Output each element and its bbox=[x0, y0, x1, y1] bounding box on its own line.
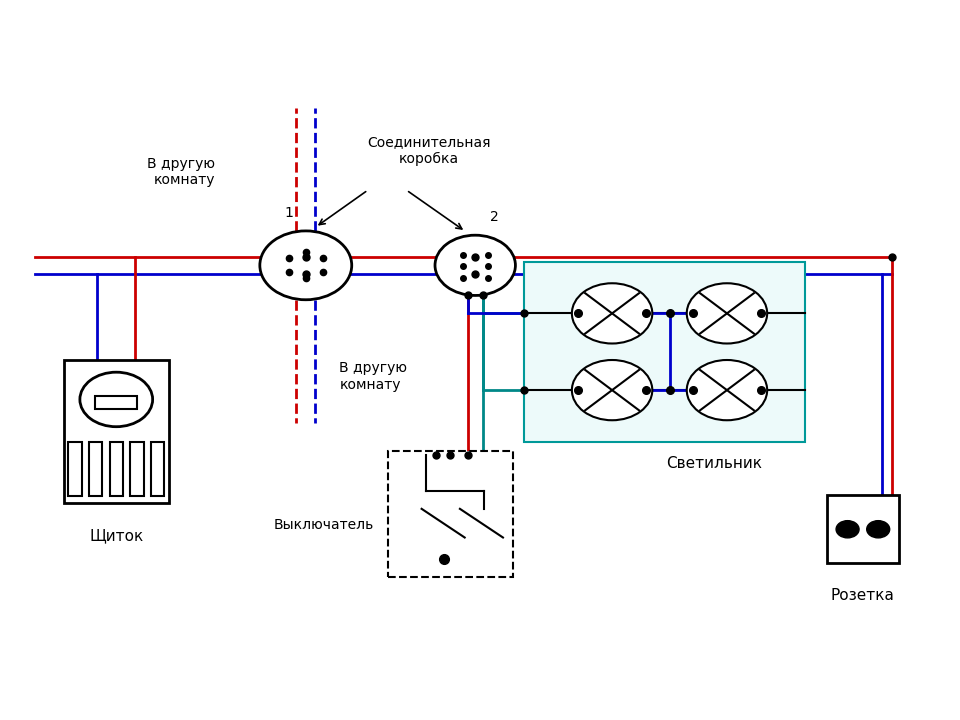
Circle shape bbox=[572, 360, 652, 420]
Text: 2: 2 bbox=[490, 210, 499, 225]
Text: Соединительная
коробка: Соединительная коробка bbox=[367, 135, 491, 166]
Bar bbox=[131, 443, 144, 496]
Text: Щиток: Щиток bbox=[89, 528, 143, 544]
Bar bbox=[524, 262, 805, 442]
Text: В другую
комнату: В другую комнату bbox=[147, 157, 215, 187]
Circle shape bbox=[260, 231, 351, 300]
Bar bbox=[827, 495, 899, 563]
Bar bbox=[89, 443, 103, 496]
Circle shape bbox=[686, 360, 767, 420]
Text: Выключатель: Выключатель bbox=[274, 518, 373, 532]
Bar bbox=[109, 443, 123, 496]
Text: Розетка: Розетка bbox=[831, 588, 895, 603]
Bar bbox=[151, 443, 164, 496]
Circle shape bbox=[435, 235, 516, 295]
Circle shape bbox=[836, 521, 859, 538]
Text: 1: 1 bbox=[284, 206, 293, 220]
Bar bbox=[68, 443, 82, 496]
Circle shape bbox=[867, 521, 890, 538]
Bar bbox=[95, 396, 137, 409]
Bar bbox=[388, 451, 513, 577]
Circle shape bbox=[572, 283, 652, 343]
Text: В другую
комнату: В другую комнату bbox=[339, 361, 407, 392]
Circle shape bbox=[686, 283, 767, 343]
Text: Светильник: Светильник bbox=[666, 456, 762, 471]
Bar bbox=[63, 360, 169, 503]
